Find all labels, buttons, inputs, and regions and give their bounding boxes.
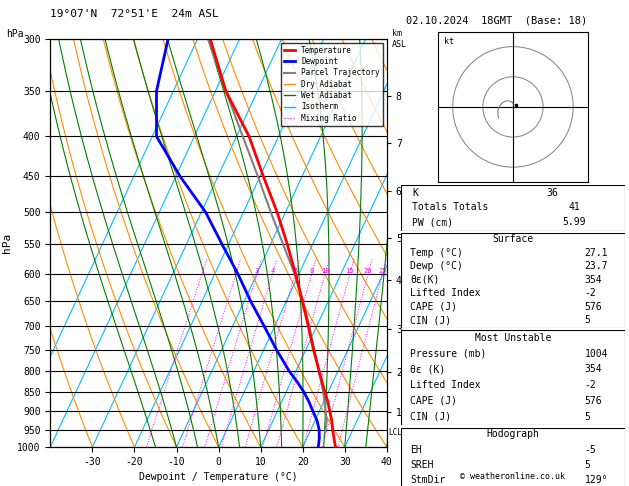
Text: 36: 36 <box>547 188 558 198</box>
Text: 5: 5 <box>584 315 590 325</box>
Text: 576: 576 <box>584 302 602 312</box>
Text: LCL: LCL <box>388 428 402 437</box>
Text: K: K <box>413 188 418 198</box>
Text: -5: -5 <box>584 445 596 454</box>
Text: 354: 354 <box>584 364 602 374</box>
Text: 2: 2 <box>234 268 238 274</box>
Text: CIN (J): CIN (J) <box>410 315 452 325</box>
Text: © weatheronline.co.uk: © weatheronline.co.uk <box>460 472 565 481</box>
Text: 10: 10 <box>321 268 330 274</box>
X-axis label: Dewpoint / Temperature (°C): Dewpoint / Temperature (°C) <box>139 472 298 483</box>
Text: 4: 4 <box>270 268 275 274</box>
Text: CIN (J): CIN (J) <box>410 412 452 422</box>
Text: PW (cm): PW (cm) <box>413 217 454 227</box>
Text: 23.7: 23.7 <box>584 261 608 271</box>
Text: 1004: 1004 <box>584 348 608 359</box>
Text: Hodograph: Hodograph <box>486 430 540 439</box>
Text: Most Unstable: Most Unstable <box>475 333 551 343</box>
Text: CAPE (J): CAPE (J) <box>410 302 457 312</box>
Text: Lifted Index: Lifted Index <box>410 288 481 298</box>
Text: 02.10.2024  18GMT  (Base: 18): 02.10.2024 18GMT (Base: 18) <box>406 16 587 26</box>
Text: kt: kt <box>443 36 454 46</box>
Text: 1: 1 <box>200 268 204 274</box>
Legend: Temperature, Dewpoint, Parcel Trajectory, Dry Adiabat, Wet Adiabat, Isotherm, Mi: Temperature, Dewpoint, Parcel Trajectory… <box>281 43 383 125</box>
Text: Surface: Surface <box>493 234 533 244</box>
Text: 6: 6 <box>293 268 298 274</box>
Text: Temp (°C): Temp (°C) <box>410 248 463 258</box>
Text: 20: 20 <box>364 268 372 274</box>
Text: Dewp (°C): Dewp (°C) <box>410 261 463 271</box>
Text: Totals Totals: Totals Totals <box>413 202 489 212</box>
Y-axis label: hPa: hPa <box>1 233 11 253</box>
Text: θε (K): θε (K) <box>410 364 445 374</box>
Text: 25: 25 <box>378 268 387 274</box>
Text: 354: 354 <box>584 275 602 285</box>
Text: 41: 41 <box>569 202 581 212</box>
Text: CAPE (J): CAPE (J) <box>410 396 457 406</box>
Text: -2: -2 <box>584 380 596 390</box>
Text: 5: 5 <box>584 412 590 422</box>
Text: 15: 15 <box>345 268 354 274</box>
Text: 8: 8 <box>309 268 314 274</box>
Text: Lifted Index: Lifted Index <box>410 380 481 390</box>
Text: 129°: 129° <box>584 475 608 485</box>
Text: hPa: hPa <box>6 29 24 39</box>
Text: 5.99: 5.99 <box>562 217 586 227</box>
Text: EH: EH <box>410 445 422 454</box>
Text: StmDir: StmDir <box>410 475 445 485</box>
Text: Pressure (mb): Pressure (mb) <box>410 348 487 359</box>
Text: 19°07'N  72°51'E  24m ASL: 19°07'N 72°51'E 24m ASL <box>50 9 219 19</box>
Text: 3: 3 <box>255 268 259 274</box>
Text: θε(K): θε(K) <box>410 275 440 285</box>
Text: SREH: SREH <box>410 460 434 469</box>
Text: km
ASL: km ASL <box>392 29 407 49</box>
Text: 576: 576 <box>584 396 602 406</box>
Text: 5: 5 <box>584 460 590 469</box>
Text: -2: -2 <box>584 288 596 298</box>
Text: 27.1: 27.1 <box>584 248 608 258</box>
